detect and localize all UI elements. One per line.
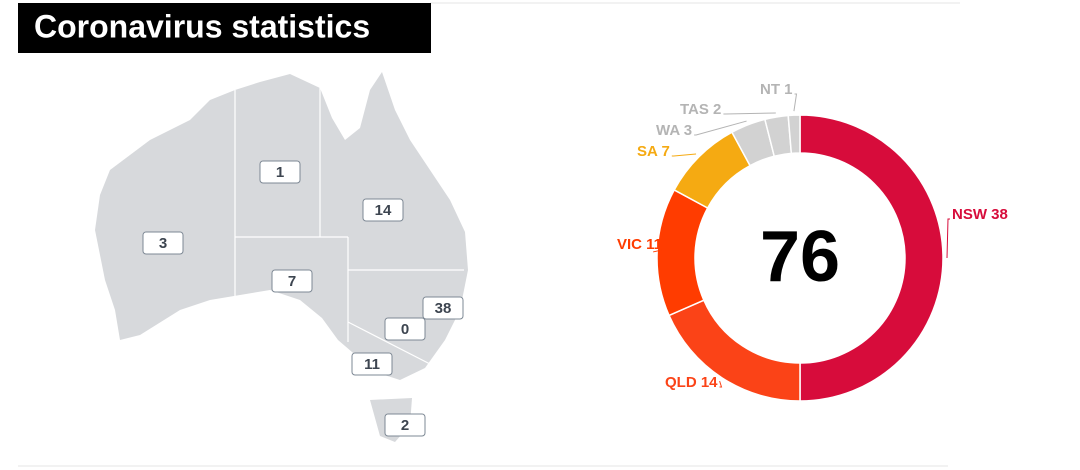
state-badge [362, 198, 404, 222]
donut-total: 76 [760, 217, 840, 297]
leader-line [671, 153, 697, 157]
segment-label: SA 7 [637, 143, 670, 160]
donut-segment [656, 188, 709, 317]
segment-label: QLD 14 [665, 374, 718, 391]
mainland [95, 72, 468, 380]
state-count: 11 [364, 356, 380, 373]
segment-label: NSW 38 [952, 206, 1008, 223]
state-badge [351, 352, 393, 376]
map [95, 72, 468, 442]
state-count: 0 [401, 321, 409, 338]
segment-label: VIC 11 [617, 236, 662, 253]
segment-label: NT 1 [760, 81, 793, 98]
state-count: 1 [276, 164, 284, 181]
segment-label: TAS 2 [680, 101, 721, 118]
segment-label: WA 3 [656, 122, 692, 139]
state-badge [259, 160, 301, 184]
state-badge [422, 296, 464, 320]
state-count: 38 [435, 300, 452, 317]
state-count: 3 [159, 235, 167, 252]
state-border [347, 321, 431, 365]
state-count: 2 [401, 417, 409, 434]
leader-line [694, 120, 747, 136]
donut-segment [799, 114, 944, 402]
state-badge [384, 413, 426, 437]
title-box [18, 3, 431, 53]
leader-line [793, 93, 798, 112]
state-count: 7 [288, 273, 296, 290]
state-badge [142, 231, 184, 255]
state-badge [271, 269, 313, 293]
leader-line [946, 218, 950, 259]
donut-segment [787, 114, 801, 155]
state-count: 14 [375, 202, 392, 219]
title: Coronavirus statistics [34, 8, 370, 44]
leader-line [719, 380, 723, 388]
leader-line [653, 248, 667, 253]
state-badge [384, 317, 426, 341]
leader-line [723, 112, 776, 115]
